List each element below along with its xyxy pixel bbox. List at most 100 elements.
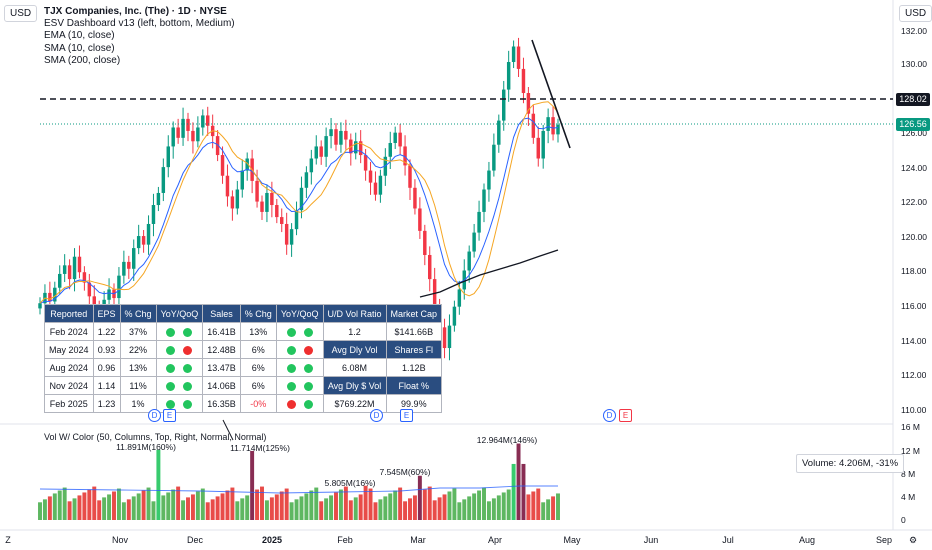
candle-body — [487, 170, 491, 190]
dividend-marker[interactable]: D — [603, 409, 616, 422]
volume-bar — [329, 495, 334, 520]
dash-header: EPS — [92, 304, 121, 323]
volume-tick: 4 M — [901, 492, 916, 502]
volume-bar — [363, 485, 368, 520]
dash-cell: 0.96 — [92, 358, 121, 377]
volume-bar — [235, 501, 240, 520]
dash-header: YoY/QoQ — [275, 304, 324, 323]
volume-tick: 0 — [901, 515, 906, 525]
earnings-marker[interactable]: E — [163, 409, 176, 422]
dash-header: % Chg — [119, 304, 157, 323]
candle-body — [304, 172, 309, 188]
dividend-marker[interactable]: D — [370, 409, 383, 422]
candle-body — [53, 287, 57, 302]
volume-bar — [210, 499, 215, 520]
volume-bar — [551, 496, 556, 520]
volume-bar — [116, 488, 121, 520]
volume-bar — [166, 492, 171, 520]
candle-body — [541, 130, 545, 159]
red-status-dot-icon — [286, 399, 296, 409]
candle-body — [521, 68, 526, 94]
indicator-sma200[interactable]: SMA (200, close) — [44, 54, 121, 66]
candle-body — [408, 165, 412, 188]
volume-bar — [176, 486, 181, 520]
earnings-marker-upcoming[interactable]: E — [619, 409, 632, 422]
candle-body — [171, 127, 175, 147]
volume-readout: Volume: 4.206M, -31% — [796, 454, 905, 473]
candle-body — [511, 46, 516, 63]
last-price-tag: 126.56 — [896, 118, 930, 131]
volume-bar — [62, 487, 67, 520]
volume-peak-label: 7.545M(60%) — [379, 467, 431, 477]
dash-dots — [155, 376, 204, 395]
volume-bar — [87, 489, 92, 520]
dash-dots — [155, 340, 204, 359]
candle-body — [334, 129, 338, 145]
volume-bar — [121, 502, 126, 520]
candle-body — [428, 254, 432, 280]
candle-body — [181, 118, 185, 138]
zoom-icon[interactable]: Z — [5, 535, 11, 545]
volume-bar — [334, 492, 338, 520]
dash-cell: 1% — [119, 394, 157, 413]
earnings-marker[interactable]: E — [400, 409, 413, 422]
volume-bar — [161, 495, 166, 520]
chart-legend: TJX Companies, Inc. (The) · 1D · NYSE ES… — [44, 6, 235, 67]
candle-body — [442, 327, 447, 349]
volume-bar — [324, 498, 329, 520]
time-label: May — [563, 535, 581, 545]
dash-cell: Aug 2024 — [44, 358, 94, 377]
dividend-marker[interactable]: D — [148, 409, 161, 422]
dash-cell: May 2024 — [44, 340, 94, 359]
price-axis[interactable]: 132.00 130.00 126.00 124.00 122.00 120.0… — [893, 0, 932, 540]
dash-cell: 13% — [119, 358, 157, 377]
dash-header: % Chg — [239, 304, 277, 323]
dash-header: YoY/QoQ — [155, 304, 204, 323]
indicator-ema[interactable]: EMA (10, close) — [44, 30, 115, 42]
volume-bar — [516, 443, 521, 520]
volume-bar — [38, 502, 42, 520]
candle-body — [289, 229, 294, 245]
dash-cell: Nov 2024 — [44, 376, 94, 395]
volume-bar — [388, 493, 393, 520]
candle-body — [122, 261, 126, 276]
dash-cell: 99.9% — [385, 394, 443, 413]
candle-body — [82, 272, 87, 283]
candle-body — [161, 167, 166, 193]
volume-avg-line — [39, 485, 558, 494]
volume-bar — [353, 497, 358, 520]
time-label: 2025 — [261, 535, 283, 545]
volume-bar — [230, 487, 235, 520]
volume-bar — [501, 492, 506, 520]
volume-bar — [57, 490, 62, 520]
dash-cell: 1.2 — [322, 322, 387, 341]
candle-body — [324, 136, 328, 157]
volume-bar — [482, 487, 486, 520]
dash-cell: 37% — [119, 322, 157, 341]
candle-body — [230, 196, 235, 209]
time-label: Nov — [111, 535, 129, 545]
volume-bar — [496, 495, 501, 520]
volume-legend[interactable]: Vol W/ Color (50, Columns, Top, Right, N… — [44, 432, 267, 442]
indicator-esv[interactable]: ESV Dashboard v13 (left, bottom, Medium) — [44, 18, 235, 30]
dash-dots — [155, 358, 204, 377]
green-status-dot-icon — [166, 327, 176, 337]
candle-body — [141, 236, 146, 245]
candle-body — [354, 141, 358, 154]
candle-body — [339, 130, 343, 145]
candle-body — [107, 289, 111, 300]
green-status-dot-icon — [183, 363, 193, 373]
price-tick: 126.00 — [901, 128, 927, 138]
indicator-sma10[interactable]: SMA (10, close) — [44, 42, 115, 54]
time-label: Apr — [487, 535, 503, 545]
volume-bar — [462, 499, 467, 520]
currency-button-left[interactable]: USD — [4, 5, 38, 22]
candle-body — [240, 170, 244, 190]
volume-bar — [309, 490, 314, 520]
volume-bar — [467, 496, 472, 520]
settings-gear-icon[interactable]: ⚙ — [908, 535, 918, 545]
dash-cell: $769.22M — [322, 394, 387, 413]
dash-cell: 16.35B — [202, 394, 241, 413]
dash-dots — [155, 322, 204, 341]
